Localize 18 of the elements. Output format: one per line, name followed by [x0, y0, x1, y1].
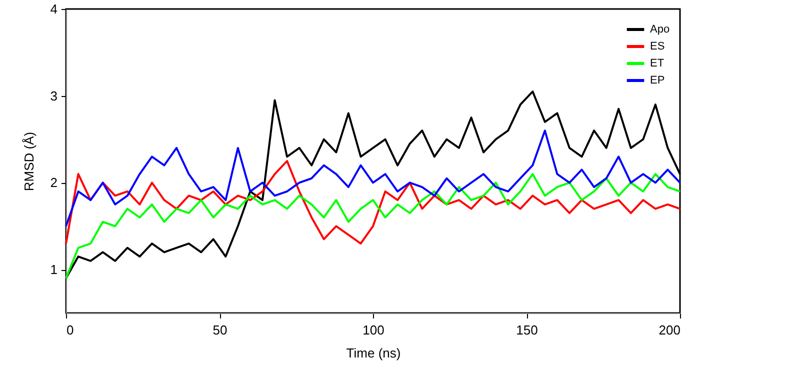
x-tick-label: 100 [362, 322, 384, 338]
x-tick-label: 200 [658, 322, 680, 338]
x-axis-title: Time (ns) [346, 346, 401, 360]
x-tick-label: 150 [516, 322, 538, 338]
legend-label: Apo [650, 24, 670, 36]
y-tick-label: 2 [50, 175, 58, 190]
line-series [65, 130, 681, 228]
line-series [65, 173, 681, 280]
x-tick-label: 0 [66, 322, 74, 338]
y-tick-label: 1 [50, 262, 58, 278]
x-tick-label: 50 [212, 322, 228, 338]
legend-label: ES [650, 40, 665, 52]
y-tick-label: 4 [50, 2, 58, 16]
y-tick-label: 3 [50, 88, 58, 104]
legend-label: EP [650, 74, 665, 86]
y-axis-title: RMSD (Å) [21, 132, 36, 192]
legend-label: ET [650, 58, 664, 70]
line-series [65, 160, 681, 245]
